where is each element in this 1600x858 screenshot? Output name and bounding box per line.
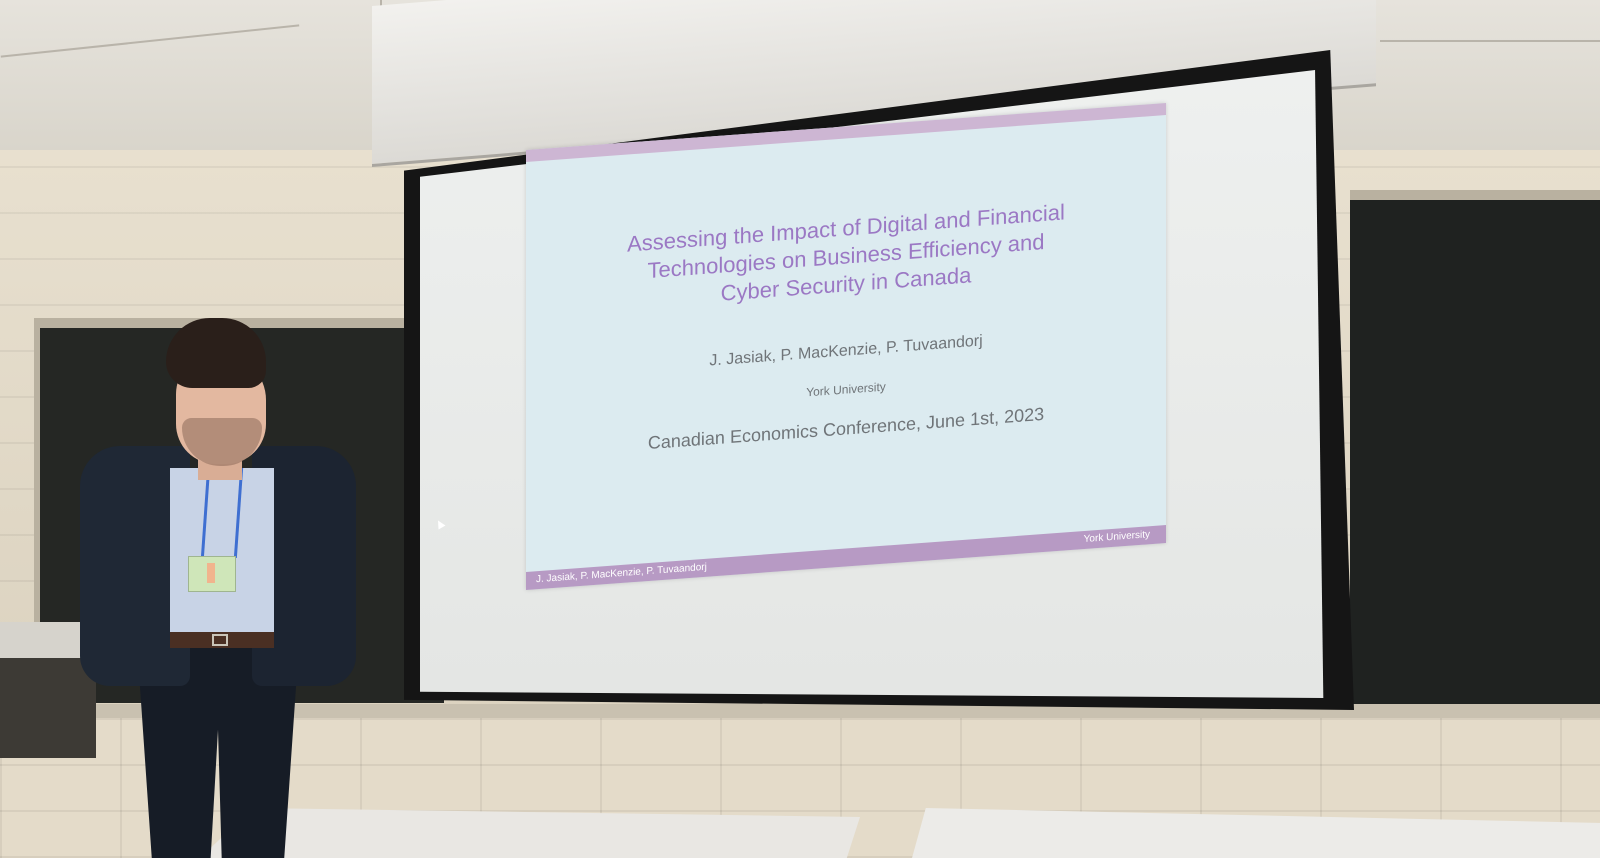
presenter-hair bbox=[166, 318, 266, 388]
chalkboard-right bbox=[1350, 190, 1600, 708]
audience-table bbox=[200, 808, 860, 858]
podium-base bbox=[0, 658, 96, 758]
presenter-belt bbox=[170, 632, 274, 648]
badge-stripe bbox=[207, 563, 215, 583]
belt-buckle bbox=[212, 634, 228, 646]
slide-title: Assessing the Impact of Digital and Fina… bbox=[566, 194, 1126, 319]
ceiling-tile-line bbox=[0, 24, 300, 58]
presenter bbox=[70, 318, 370, 858]
ceiling-tile-line bbox=[1380, 40, 1600, 42]
name-badge bbox=[188, 556, 236, 592]
lanyard bbox=[200, 468, 244, 558]
presentation-slide: Assessing the Impact of Digital and Fina… bbox=[526, 103, 1166, 590]
presenter-beard bbox=[182, 418, 262, 466]
